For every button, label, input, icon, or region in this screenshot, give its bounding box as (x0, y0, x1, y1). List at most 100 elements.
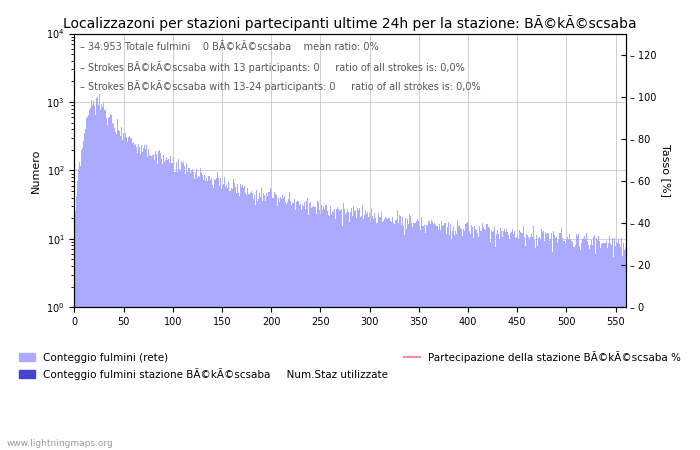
Bar (443, 225, 444, 450)
Bar (616, 242, 617, 450)
Bar (358, 210, 359, 450)
Bar (557, 243, 558, 450)
Bar (508, 234, 509, 450)
Bar (530, 237, 531, 450)
Bar (251, 191, 252, 450)
Bar (293, 203, 295, 450)
Bar (589, 245, 591, 450)
Legend: Conteggio fulmini (rete), Conteggio fulmini stazione BÃ©kÃ©scsaba     Num.Staz u: Conteggio fulmini (rete), Conteggio fulm… (20, 351, 680, 380)
Bar (364, 215, 365, 450)
Bar (466, 223, 467, 450)
Bar (107, 125, 108, 450)
Bar (566, 239, 567, 450)
Bar (314, 207, 315, 450)
Bar (140, 154, 141, 450)
Bar (259, 193, 260, 450)
Bar (444, 223, 445, 450)
Bar (506, 229, 507, 450)
Bar (184, 166, 186, 450)
Bar (291, 206, 293, 450)
Bar (395, 220, 397, 450)
Bar (227, 185, 228, 450)
Bar (97, 105, 99, 450)
Bar (214, 179, 215, 450)
Bar (327, 211, 328, 450)
Bar (517, 234, 518, 450)
Bar (407, 224, 409, 450)
Y-axis label: Tasso [%]: Tasso [%] (661, 144, 671, 197)
Bar (209, 176, 210, 450)
Bar (149, 155, 150, 450)
Bar (388, 218, 389, 450)
Bar (505, 232, 506, 450)
Bar (514, 238, 516, 450)
Bar (210, 180, 211, 450)
Bar (125, 133, 126, 450)
Bar (243, 188, 244, 450)
Bar (182, 163, 183, 450)
Bar (456, 234, 457, 450)
Bar (582, 238, 584, 450)
Bar (79, 162, 80, 450)
Bar (374, 213, 375, 450)
Bar (295, 210, 296, 450)
Bar (436, 226, 437, 450)
Bar (222, 185, 223, 450)
Bar (196, 169, 197, 450)
Bar (356, 218, 358, 450)
Bar (187, 172, 188, 450)
Bar (391, 222, 392, 450)
Bar (487, 224, 489, 450)
Bar (484, 229, 485, 450)
Bar (264, 195, 265, 450)
Bar (127, 142, 128, 450)
Bar (268, 192, 269, 450)
Bar (234, 183, 235, 450)
Bar (252, 194, 253, 450)
Bar (440, 230, 441, 450)
Bar (112, 123, 113, 450)
Bar (146, 145, 147, 450)
Bar (620, 247, 621, 450)
Bar (189, 168, 190, 450)
Bar (124, 138, 125, 450)
Bar (311, 208, 312, 450)
Bar (608, 243, 609, 450)
Bar (478, 237, 480, 450)
Bar (337, 209, 339, 450)
Bar (612, 238, 613, 450)
Bar (457, 220, 458, 450)
Bar (301, 210, 302, 450)
Bar (518, 239, 519, 450)
Bar (92, 101, 94, 450)
Bar (432, 222, 433, 450)
Bar (499, 239, 500, 450)
Bar (445, 223, 446, 450)
Bar (378, 213, 379, 450)
Bar (164, 156, 165, 450)
Bar (382, 222, 383, 450)
Bar (318, 202, 319, 450)
Bar (448, 222, 449, 450)
Bar (258, 198, 259, 450)
Bar (180, 171, 181, 450)
Bar (389, 218, 390, 450)
Bar (205, 180, 206, 450)
Bar (467, 222, 468, 450)
Bar (371, 209, 372, 450)
Bar (393, 223, 394, 450)
Text: www.lightningmaps.org: www.lightningmaps.org (7, 439, 113, 448)
Bar (587, 241, 588, 450)
Partecipazione della stazione BÃ©kÃ©scsaba % (360, 305, 369, 310)
Bar (94, 105, 95, 450)
Bar (331, 214, 332, 450)
Bar (303, 206, 304, 450)
Bar (433, 224, 434, 450)
Bar (475, 229, 477, 450)
Bar (580, 250, 581, 450)
Bar (255, 204, 256, 450)
Bar (381, 212, 382, 450)
Bar (365, 210, 366, 450)
Bar (422, 226, 423, 450)
Bar (591, 240, 592, 450)
